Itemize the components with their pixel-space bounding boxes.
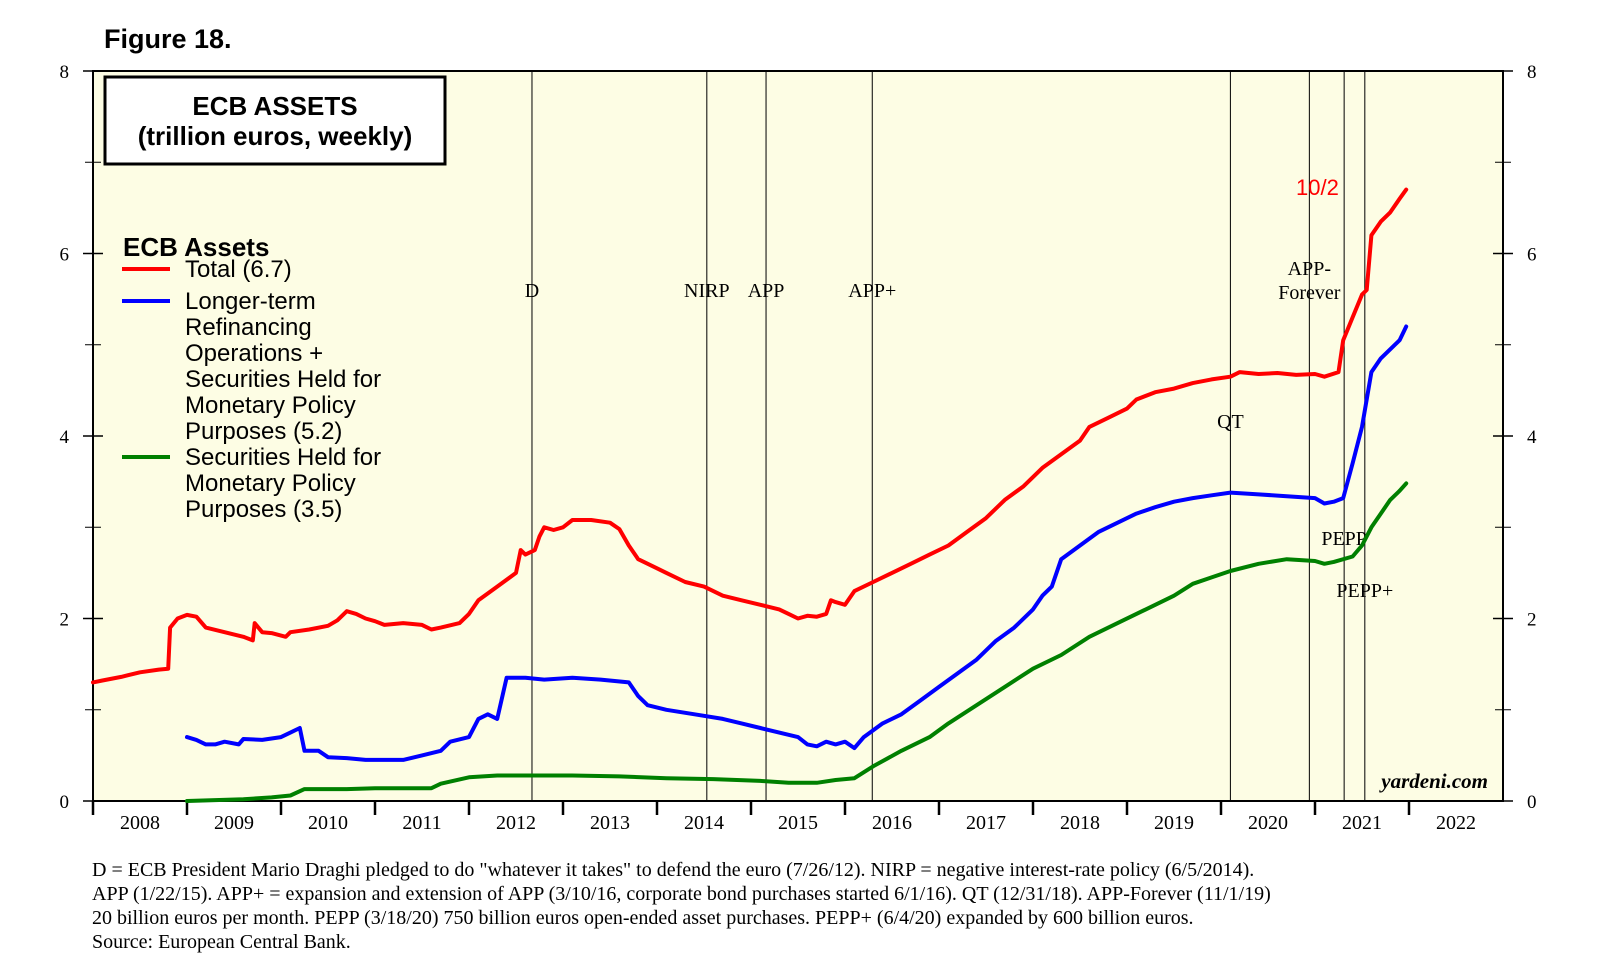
footnote-line: 20 billion euros per month. PEPP (3/18/2… <box>92 907 1194 929</box>
legend-label: Total (6.7) <box>185 256 292 283</box>
legend-label: Monetary Policy <box>185 392 356 419</box>
series-line-ltro <box>185 324 1409 762</box>
legend-label: Securities Held for <box>185 366 381 393</box>
event-label: D <box>525 280 539 302</box>
watermark: yardeni.com <box>1378 769 1488 793</box>
y-tick-label-right: 2 <box>1527 610 1537 631</box>
x-tick-label: 2020 <box>1248 812 1288 834</box>
y-tick-label-left: 8 <box>60 62 70 83</box>
x-tick-label: 2011 <box>402 812 441 834</box>
event-label: APP- <box>1288 258 1331 280</box>
x-tick-label: 2015 <box>778 812 818 834</box>
series-line-smp <box>91 187 1409 685</box>
event-label: PEPP+ <box>1336 580 1393 602</box>
plot-area <box>92 70 1504 802</box>
event-label: QT <box>1217 411 1244 433</box>
y-tick-label-left: 2 <box>60 610 70 631</box>
y-tick-label-right: 6 <box>1527 245 1537 266</box>
y-tick-label-right: 4 <box>1527 427 1537 448</box>
legend-label: Longer-term <box>185 288 316 315</box>
x-tick-label: 2018 <box>1060 812 1100 834</box>
x-tick-label: 2016 <box>872 812 912 834</box>
series-line-total <box>185 481 1409 803</box>
legend-label: Operations + <box>185 340 323 367</box>
legend-title: ECB Assets <box>123 232 269 262</box>
y-tick-label-left: 6 <box>60 245 70 266</box>
last-value-label: 10/2 <box>1296 175 1339 200</box>
x-tick-label: 2010 <box>308 812 348 834</box>
y-tick-label-right: 8 <box>1527 62 1537 83</box>
footnote-line: APP (1/22/15). APP+ = expansion and exte… <box>92 883 1271 905</box>
title-box: ECB ASSETS (trillion euros, weekly) <box>103 75 447 166</box>
event-label: APP+ <box>848 280 896 302</box>
chart-subtitle: (trillion euros, weekly) <box>138 121 413 151</box>
series-lines <box>91 187 1409 803</box>
event-label: APP <box>748 280 785 302</box>
chart-title: ECB ASSETS <box>192 91 357 121</box>
x-tick-label: 2014 <box>684 812 724 834</box>
legend-label: Purposes (3.5) <box>185 496 342 523</box>
x-tick-label: 2013 <box>590 812 630 834</box>
x-tick-label: 2012 <box>496 812 536 834</box>
x-tick-label: 2021 <box>1342 812 1382 834</box>
y-axis: 0 0 2 2 4 4 6 6 8 8 <box>60 62 1538 813</box>
event-label: NIRP <box>684 280 730 302</box>
footnote-line: D = ECB President Mario Draghi pledged t… <box>92 859 1255 881</box>
y-tick-label-left: 0 <box>60 792 70 813</box>
x-tick-label: 2008 <box>120 812 160 834</box>
figure-label: Figure 18. <box>104 24 232 54</box>
y-tick-label-left: 4 <box>60 427 70 448</box>
legend: Total (6.7) Longer-termRefinancingOperati… <box>122 256 381 523</box>
x-axis: 2008 2009 2010 2011 2012 2013 2014 2015 2016 2017… <box>91 801 1476 834</box>
event-lines: D NIRP APP APP+ QT APP-Forever PEPP PEPP+ <box>525 71 1393 801</box>
legend-label: Monetary Policy <box>185 470 356 497</box>
x-tick-label: 2009 <box>214 812 254 834</box>
legend-label: Securities Held for <box>185 444 381 471</box>
footnote: D = ECB President Mario Draghi pledged t… <box>92 858 1572 954</box>
x-tick-label: 2017 <box>966 812 1006 834</box>
y-tick-label-right: 0 <box>1527 792 1537 813</box>
event-label: Forever <box>1278 282 1341 304</box>
legend-label: Refinancing <box>185 314 312 341</box>
legend-label: Purposes (5.2) <box>185 418 342 445</box>
x-tick-label: 2022 <box>1436 812 1476 834</box>
footnote-line: Source: European Central Bank. <box>92 931 351 953</box>
x-tick-label: 2019 <box>1154 812 1194 834</box>
event-label: PEPP <box>1321 528 1367 550</box>
